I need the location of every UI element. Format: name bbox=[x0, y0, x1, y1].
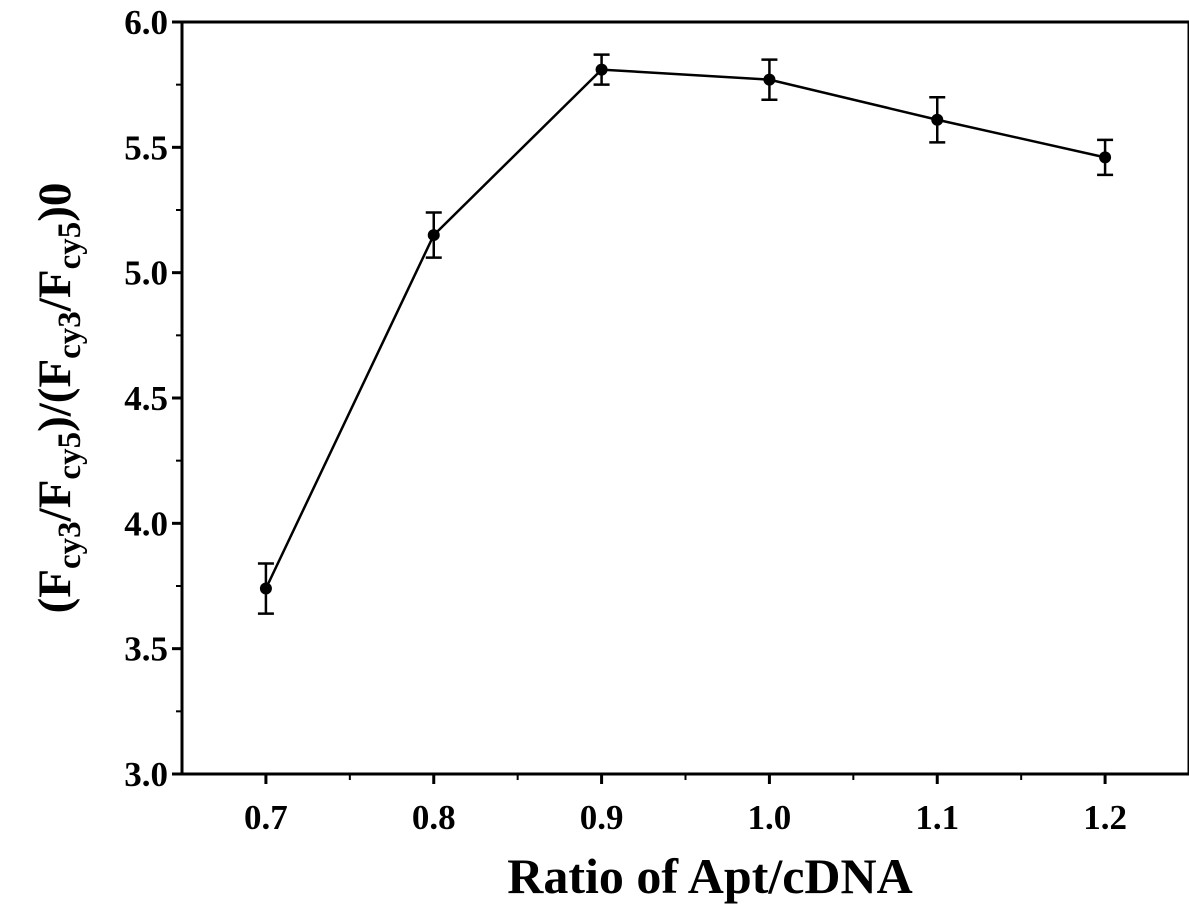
x-tick-label: 0.9 bbox=[580, 798, 624, 837]
data-point bbox=[1099, 151, 1112, 164]
y-tick-label: 4.5 bbox=[124, 379, 168, 418]
data-point bbox=[931, 113, 944, 126]
y-axis-title-subscript: cy5 bbox=[52, 432, 88, 480]
plot-frame bbox=[180, 20, 1189, 776]
y-axis-title: (Fcy3/Fcy5)/(Fcy3/Fcy5)0 bbox=[29, 183, 88, 614]
data-point bbox=[427, 229, 440, 242]
y-axis-title-subscript: cy5 bbox=[52, 222, 88, 270]
series-layer bbox=[257, 53, 1114, 615]
y-tick-label: 3.5 bbox=[124, 630, 168, 669]
x-tick-label: 0.7 bbox=[244, 798, 288, 837]
y-tick-label: 5.5 bbox=[124, 128, 168, 167]
series-line bbox=[264, 68, 1106, 590]
y-axis-title-part: )/(F bbox=[29, 359, 81, 432]
y-tick-label: 3.0 bbox=[124, 755, 168, 794]
y-axis-ticks: 3.0 3.5 4.0 4.5 5.0 5.5 6.0 bbox=[124, 3, 182, 794]
y-axis-title-subscript: cy3 bbox=[52, 311, 88, 359]
y-axis-title-part: /F bbox=[29, 269, 81, 312]
x-tick-label: 0.8 bbox=[412, 798, 456, 837]
data-point bbox=[763, 73, 776, 86]
y-axis-title-part: /F bbox=[29, 480, 81, 523]
y-tick-label: 5.0 bbox=[124, 254, 168, 293]
y-axis-title-subscript: cy3 bbox=[52, 521, 88, 569]
y-axis-title-part: (F bbox=[29, 569, 81, 613]
x-tick-label: 1.2 bbox=[1083, 798, 1127, 837]
y-tick-label: 4.0 bbox=[124, 504, 168, 543]
x-tick-label: 1.0 bbox=[748, 798, 792, 837]
x-tick-label: 1.1 bbox=[915, 798, 959, 837]
y-tick-label: 6.0 bbox=[124, 3, 168, 42]
x-axis-title: Ratio of Apt/cDNA bbox=[507, 848, 913, 904]
data-point bbox=[259, 582, 272, 595]
y-axis-title-part: )0 bbox=[29, 183, 81, 222]
data-point bbox=[595, 63, 608, 76]
x-axis-ticks: 0.7 0.8 0.9 1.0 1.1 1.2 bbox=[244, 774, 1127, 837]
